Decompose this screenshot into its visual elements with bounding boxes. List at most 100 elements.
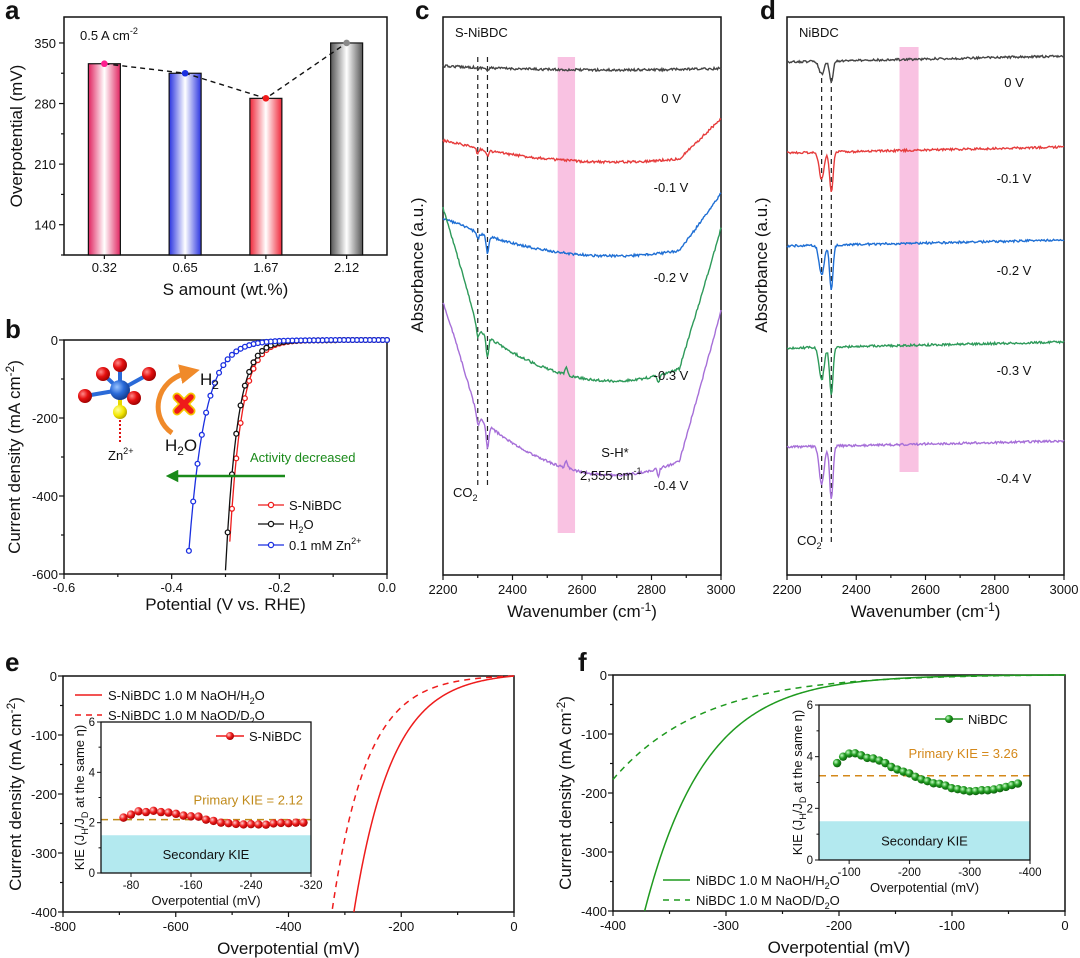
inset-y-tick-label: 2 — [807, 803, 813, 815]
h2o-label-part: O — [184, 436, 197, 455]
x-tick-label: -100 — [939, 918, 965, 933]
y-tick-label: -400 — [581, 904, 607, 919]
inset-x-tick-label: -160 — [179, 880, 202, 892]
legend-label-part: NiBDC 1.0 M NaOH/H — [696, 873, 825, 888]
x-tick-label: 0.32 — [92, 260, 117, 275]
y-axis-title-part: -2 — [554, 701, 568, 712]
kie-inset: Secondary KIE Primary KIE = 3.26 -100 -200 -… — [790, 700, 1042, 895]
h2o-label-part: 2 — [177, 444, 184, 458]
series-marker — [246, 368, 253, 375]
series-line-h2o — [353, 675, 515, 913]
y-tick-label: 210 — [34, 157, 56, 172]
inset-legend-marker — [945, 715, 953, 723]
legend-label-part: 2 — [298, 525, 303, 535]
kie-data-point — [977, 786, 986, 795]
inset-y-tick-label: 4 — [89, 767, 96, 779]
oxygen-atom — [127, 391, 141, 405]
data-point — [262, 95, 270, 102]
legend-label-part: 2 — [250, 696, 255, 706]
zn-label-part: Zn — [108, 448, 123, 463]
kie-data-point — [216, 818, 226, 827]
inset-y-axis-title-part: at the same η) — [72, 725, 87, 812]
legend-label: S-NiBDC 1.0 M NaOD/D2O — [108, 708, 265, 726]
sample-label: S-NiBDC — [455, 25, 508, 40]
co2-label-part: CO — [453, 485, 473, 500]
spectrum-label: -0.4 V — [654, 478, 689, 493]
x-tick-label: 2800 — [980, 582, 1009, 597]
x-axis-title: Overpotential (mV) — [768, 938, 911, 957]
series-marker — [203, 409, 210, 416]
kie-data-point — [246, 819, 256, 829]
panel-label-b: b — [5, 314, 21, 344]
legend-label-part: S-NiBDC 1.0 M NaOH/H — [108, 688, 250, 703]
spectrum-label: -0.2 V — [654, 270, 689, 285]
h2-label: H2 — [200, 370, 219, 392]
co2-label-part: 2 — [817, 541, 822, 551]
x-axis-title: S amount (wt.%) — [163, 280, 289, 299]
series-marker — [237, 419, 244, 427]
x-tick-label: -200 — [826, 918, 852, 933]
x-tick-label: -400 — [275, 919, 301, 934]
x-axis-title-part: ) — [651, 602, 657, 621]
inset-legend-marker — [226, 732, 234, 740]
y-tick-label: -200 — [31, 787, 57, 802]
y-axis-title-part: ) — [6, 697, 25, 703]
x-tick-label: 2600 — [568, 582, 597, 597]
spectrum-label: -0.3 V — [654, 368, 689, 383]
kie-data-point — [299, 818, 308, 827]
kie-data-point — [119, 813, 128, 822]
panel-d-frame — [786, 16, 1065, 576]
panel-c-ir-spectra: 2200 2400 2600 2800 3000 S-NiBDC 0 V -0.1 V -0.2… — [408, 16, 735, 621]
y-tick-label: -100 — [581, 727, 607, 742]
kie-data-point — [186, 812, 196, 821]
kie-data-point — [231, 819, 241, 829]
sh-wavenumber-label: 2,555 cm-1 — [580, 466, 642, 483]
bar — [249, 97, 283, 256]
kie-data-point — [284, 818, 293, 828]
kie-data-point — [126, 810, 136, 819]
x-tick-label: -200 — [388, 919, 414, 934]
inset-x-tick-label: -400 — [1018, 867, 1041, 879]
spectrum-label: -0.3 V — [997, 363, 1032, 378]
series-marker — [233, 455, 240, 462]
kie-data-point — [881, 758, 890, 768]
kie-data-point — [134, 807, 143, 816]
oxygen-atom — [113, 358, 127, 372]
y-axis-title: Current density (mA cm-2) — [3, 360, 24, 554]
y-axis-title: Absorbance (a.u.) — [752, 197, 771, 332]
series-marker — [246, 377, 253, 384]
series-zn — [185, 336, 391, 554]
series-marker — [224, 529, 231, 536]
inset-x-tick-label: -300 — [958, 867, 981, 879]
primary-kie-label: Primary KIE = 3.26 — [909, 746, 1018, 761]
x-tick-label: -0.4 — [160, 580, 182, 595]
bar — [330, 42, 364, 256]
series-marker — [250, 359, 257, 366]
y-axis-title-part: Current density (mA cm — [556, 712, 575, 890]
x-tick-label: 2200 — [773, 582, 802, 597]
panel-e-kie-chart: -800 -600 -400 -200 0-400-300-200-1000S-NiBD… — [4, 669, 518, 958]
inset-y-tick-label: 6 — [807, 700, 813, 712]
y-axis-title-part: -2 — [3, 365, 17, 376]
series-line-d2o — [331, 675, 515, 913]
legend: S-NiBDC 1.0 M NaOH/H2O S-NiBDC 1.0 M NaOD… — [75, 688, 265, 726]
kie-data-point — [201, 815, 211, 824]
y-axis-title-part: Current density (mA cm — [6, 713, 25, 891]
legend-label-part: O — [255, 688, 265, 703]
inset-y-tick-label: 2 — [89, 818, 95, 830]
y-tick-label: 0 — [50, 669, 57, 684]
legend-marker — [267, 501, 275, 509]
x-tick-label: 0.0 — [378, 580, 396, 595]
current-density-annotation-part: -2 — [130, 26, 138, 36]
legend-label-part: O — [830, 893, 840, 908]
panel-label-d: d — [760, 0, 776, 25]
kie-data-point — [179, 811, 188, 820]
zn-label: Zn2+ — [108, 446, 134, 463]
x-tick-label: -600 — [163, 919, 189, 934]
series-marker — [237, 345, 244, 352]
sulfur-atom — [113, 405, 127, 419]
spectrum-label: -0.4 V — [997, 471, 1032, 486]
x-axis-title-part: Wavenumber (cm — [507, 602, 641, 621]
inset-y-tick-label: 0 — [807, 855, 813, 867]
